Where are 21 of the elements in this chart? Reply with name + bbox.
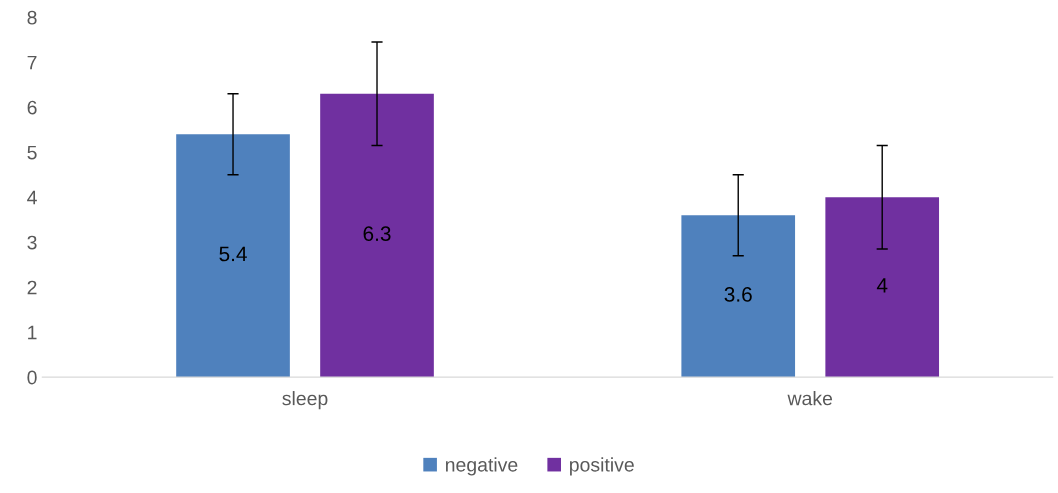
y-tick-label: 0	[27, 370, 37, 385]
y-tick-label: 3	[27, 235, 37, 250]
bar	[320, 93, 434, 378]
bar	[825, 197, 940, 378]
bar	[681, 215, 796, 378]
data-label: 6.3	[363, 226, 391, 242]
y-tick-label: 2	[27, 280, 37, 295]
bar	[176, 134, 290, 378]
data-label: 3.6	[724, 287, 752, 302]
x-tick-label: sleep	[282, 391, 328, 410]
data-label: 4	[876, 278, 888, 293]
x-tick-label: wake	[787, 391, 833, 406]
y-tick-label: 4	[27, 190, 37, 205]
y-tick-label: 5	[27, 145, 37, 160]
legend-label: negative	[445, 457, 518, 476]
legend-label: positive	[570, 457, 634, 476]
y-tick-label: 8	[27, 10, 37, 25]
data-label: 5.4	[219, 246, 247, 262]
y-tick-label: 6	[27, 100, 37, 115]
y-tick-label: 7	[27, 55, 37, 70]
y-tick-label: 1	[28, 325, 37, 340]
